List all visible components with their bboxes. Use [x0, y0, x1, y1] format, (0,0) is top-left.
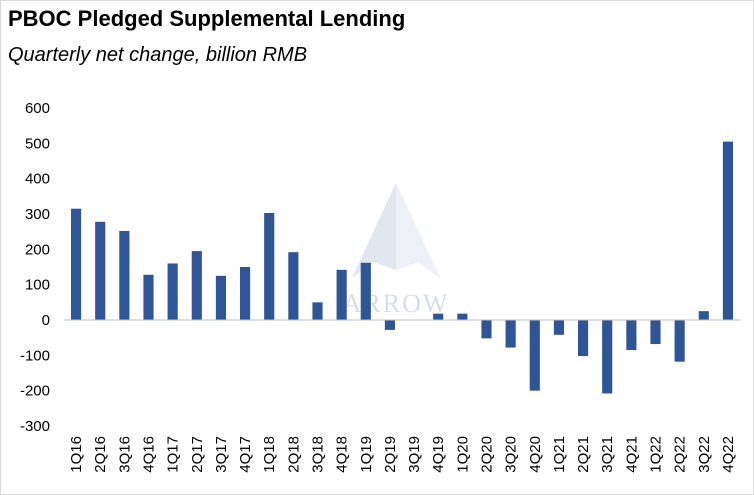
bar-1Q19: [360, 262, 371, 320]
bar-2Q18: [288, 252, 299, 320]
x-tick-label: 2Q18: [285, 436, 302, 473]
bar-2Q22: [674, 320, 685, 362]
x-tick-label: 1Q19: [358, 436, 375, 473]
x-tick-label: 4Q19: [430, 436, 447, 473]
bar-2Q21: [578, 320, 589, 357]
x-tick-label: 3Q16: [116, 436, 133, 473]
bar-3Q21: [602, 320, 613, 394]
x-tick-label: 2Q16: [92, 436, 109, 473]
bar-1Q17: [167, 263, 178, 320]
x-tick-label: 2Q19: [382, 436, 399, 473]
watermark: ARROW: [343, 183, 450, 318]
x-tick-label: 3Q18: [310, 436, 327, 473]
bar-4Q19: [433, 313, 444, 320]
x-tick-label: 2Q17: [189, 436, 206, 473]
x-tick-label: 3Q19: [406, 436, 423, 473]
x-tick-label: 1Q18: [261, 436, 278, 473]
x-axis: 1Q16 2Q16 3Q16 4Q16 1Q17 2Q17 3Q17 4Q17 1Q18 2Q18…: [68, 436, 737, 473]
bar-4Q20: [529, 320, 540, 391]
x-tick-label: 1Q21: [551, 436, 568, 473]
bar-4Q21: [626, 320, 637, 351]
chart-title: PBOC Pledged Supplemental Lending: [8, 6, 406, 31]
y-tick-label: 600: [25, 100, 50, 117]
y-tick-label: 400: [25, 171, 50, 188]
bar-1Q20: [457, 313, 468, 320]
bar-4Q16: [143, 274, 154, 320]
y-tick-label: 300: [25, 206, 50, 223]
bar-4Q17: [240, 267, 251, 320]
y-tick-label: 0: [42, 312, 50, 329]
x-tick-label: 4Q18: [334, 436, 351, 473]
y-tick-label: 500: [25, 135, 50, 152]
x-tick-label: 3Q20: [503, 436, 520, 473]
x-tick-label: 3Q21: [599, 436, 616, 473]
y-tick-label: -300: [20, 418, 50, 435]
bar-1Q21: [553, 320, 564, 335]
bar-2Q20: [481, 320, 492, 339]
bar-2Q17: [191, 251, 202, 320]
bar-1Q22: [650, 320, 661, 345]
bar-1Q16: [71, 208, 82, 320]
x-tick-label: 3Q22: [696, 436, 713, 473]
x-tick-label: 1Q17: [165, 436, 182, 473]
bar-3Q22: [698, 311, 709, 320]
bar-2Q16: [95, 221, 106, 320]
x-tick-label: 4Q22: [720, 436, 737, 473]
bar-3Q16: [119, 230, 130, 320]
y-tick-label: -100: [20, 347, 50, 364]
x-tick-label: 4Q16: [141, 436, 158, 473]
bars: [71, 141, 733, 394]
x-tick-label: 1Q20: [454, 436, 471, 473]
bar-1Q18: [264, 212, 275, 320]
x-tick-label: 2Q22: [672, 436, 689, 473]
bar-3Q18: [312, 302, 323, 320]
y-axis: 600 500 400 300 200 100 0 -100 -200 -300: [20, 100, 50, 435]
x-tick-label: 2Q20: [479, 436, 496, 473]
watermark-logo-shade: [396, 183, 440, 278]
chart-subtitle: Quarterly net change, billion RMB: [8, 44, 308, 66]
x-tick-label: 1Q16: [68, 436, 85, 473]
watermark-text: ARROW: [343, 289, 450, 318]
x-tick-label: 4Q20: [527, 436, 544, 473]
y-tick-label: 100: [25, 277, 50, 294]
y-tick-label: -200: [20, 383, 50, 400]
bar-4Q18: [336, 269, 347, 320]
bar-4Q22: [722, 141, 733, 320]
bar-3Q20: [505, 320, 516, 348]
x-tick-label: 3Q17: [213, 436, 230, 473]
x-tick-label: 4Q17: [237, 436, 254, 473]
x-tick-label: 1Q22: [648, 436, 665, 473]
y-tick-label: 200: [25, 241, 50, 258]
x-tick-label: 4Q21: [623, 436, 640, 473]
x-tick-label: 2Q21: [575, 436, 592, 473]
bar-3Q17: [215, 275, 226, 320]
bar-2Q19: [384, 320, 395, 330]
